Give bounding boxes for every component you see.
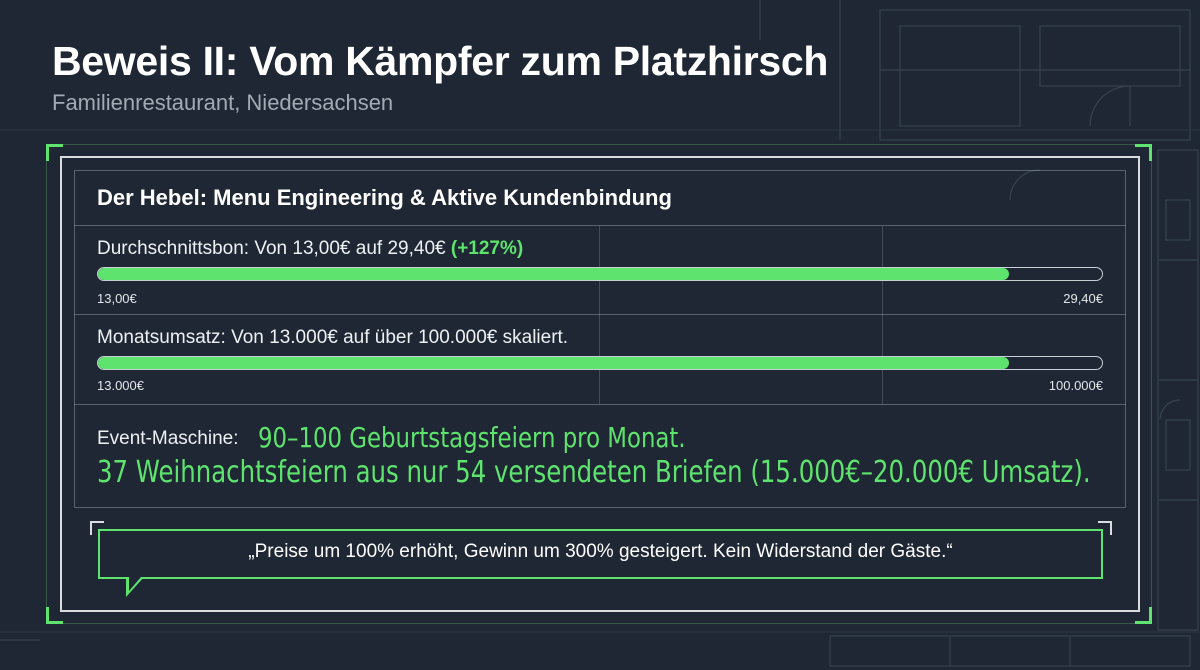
panel-heading: Der Hebel: Menu Engineering & Aktive Kun… <box>97 185 672 210</box>
event-line-2: 37 Weihnachtsfeiern aus nur 54 versendet… <box>97 455 1091 490</box>
metric-highlight: (+127%) <box>450 238 524 259</box>
quote-bracket-right <box>1098 521 1112 535</box>
frame-corner-top-left <box>46 144 63 161</box>
event-line-1: 90–100 Geburtstagsfeiern pro Monat. <box>258 421 686 454</box>
tick-label-max: 29,40€ <box>1063 291 1103 306</box>
metrics-panel <box>74 170 1126 508</box>
frame-corner-bottom-right <box>1135 607 1152 624</box>
tick-label-min: 13,00€ <box>97 291 137 306</box>
quote-bubble <box>98 529 1103 579</box>
progress-track-average-ticket <box>97 267 1103 281</box>
quote-bubble-tail-inner <box>129 577 141 591</box>
progress-track-monthly-revenue <box>97 356 1103 370</box>
progress-fill-monthly-revenue <box>98 357 1009 369</box>
metric-label-text: Durchschnittsbon: Von 13,00€ auf 29,40€ <box>97 238 446 259</box>
slide-title: Beweis II: Vom Kämpfer zum Platzhirsch <box>52 38 829 84</box>
outer-frame <box>46 144 1152 624</box>
event-prefix: Event-Maschine: <box>97 428 239 449</box>
tick-label-max: 100.000€ <box>1048 378 1103 393</box>
quote-bracket-left <box>90 521 104 535</box>
frame-corner-bottom-left <box>46 607 63 624</box>
metric-label-monthly-revenue: Monatsumsatz: Von 13.000€ auf über 100.0… <box>97 327 569 348</box>
grid-line <box>882 226 883 404</box>
metric-label-average-ticket: Durchschnittsbon: Von 13,00€ auf 29,40€ … <box>97 238 523 260</box>
frame-corner-top-right <box>1135 144 1152 161</box>
grid-line <box>599 226 600 404</box>
tick-label-min: 13.000€ <box>97 378 144 393</box>
panel-divider <box>74 314 1126 315</box>
quote-text: „Preise um 100% erhöht, Gewinn um 300% g… <box>248 541 953 562</box>
panel-divider <box>74 225 1126 226</box>
progress-fill-average-ticket <box>98 268 1009 280</box>
slide-subtitle: Familienrestaurant, Niedersachsen <box>52 90 394 115</box>
panel-divider <box>74 404 1126 405</box>
content-card <box>60 156 1140 612</box>
